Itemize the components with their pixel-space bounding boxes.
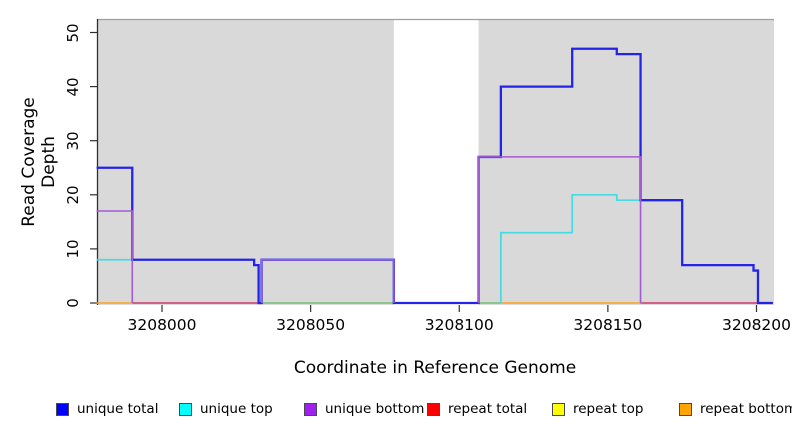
x-tick-label: 3208100 (424, 316, 494, 334)
legend-item-unique-total: unique total (56, 399, 158, 419)
y-tick-label: 30 (64, 131, 82, 151)
legend: unique total unique top unique bottom repea… (0, 399, 792, 423)
x-tick-label: 3208050 (276, 316, 346, 334)
legend-item-label: unique top (200, 401, 273, 417)
legend-item-unique-bottom: unique bottom (304, 399, 424, 419)
legend-item-repeat-bottom: repeat bottom (679, 399, 792, 419)
y-axis-title: Read Coverage Depth (19, 97, 59, 227)
legend-swatch-icon (679, 402, 692, 416)
legend-item-label: unique total (77, 401, 159, 417)
series-unique-bottom-line (96, 210, 134, 303)
x-axis-title: Coordinate in Reference Genome (293, 358, 577, 378)
y-tick-label: 40 (64, 77, 82, 97)
legend-item-label: repeat top (573, 401, 644, 417)
series-unique-total-line (96, 47, 773, 305)
legend-item-repeat-top: repeat top (552, 399, 643, 419)
legend-swatch-icon (552, 402, 565, 416)
y-tick-label: 20 (64, 185, 82, 205)
y-tick-label: 10 (64, 239, 82, 259)
x-tick-label: 3208000 (127, 316, 197, 334)
x-tick-label: 3208150 (573, 316, 643, 334)
legend-swatch-icon (179, 402, 192, 416)
legend-item-label: unique bottom (325, 401, 425, 417)
coverage-gap-band (393, 19, 479, 305)
legend-item-label: repeat bottom (700, 401, 792, 417)
legend-item-label: repeat total (448, 401, 528, 417)
legend-item-repeat-total: repeat total (427, 399, 527, 419)
legend-swatch-icon (304, 402, 317, 416)
series-unique-top-line (500, 193, 642, 303)
legend-swatch-icon (427, 402, 440, 416)
legend-swatch-icon (56, 402, 69, 416)
y-tick-label: 0 (64, 298, 82, 308)
y-tick-label: 50 (64, 22, 82, 43)
series-unique-bottom-line (477, 156, 642, 303)
legend-item-unique-top: unique top (179, 399, 273, 419)
series-unique-bottom-line (260, 258, 395, 303)
x-tick-label: 3208200 (721, 316, 792, 334)
